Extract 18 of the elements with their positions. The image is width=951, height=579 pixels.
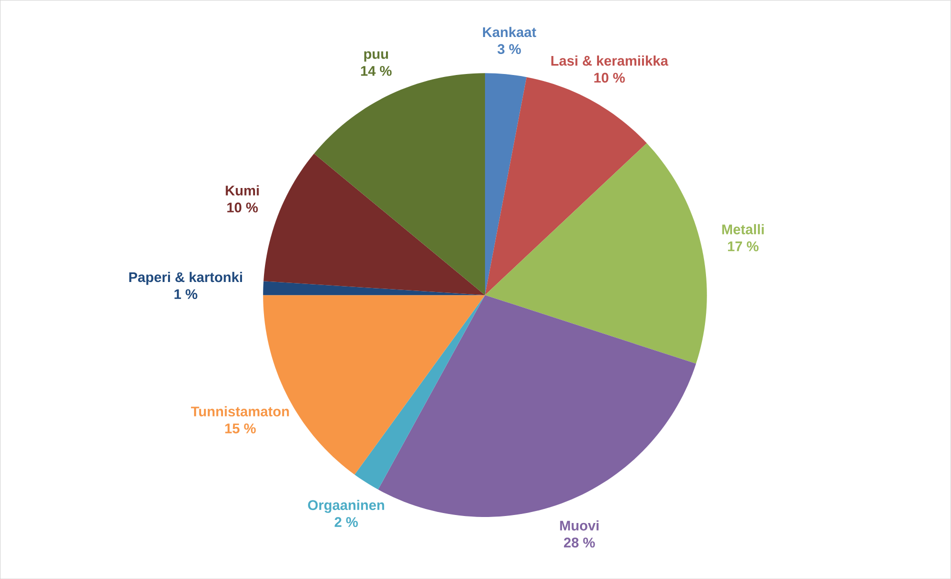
- data-label: 15 %: [225, 423, 256, 434]
- data-label: 10 %: [594, 72, 625, 83]
- data-label: 14 %: [361, 66, 392, 76]
- data-label: 3 %: [498, 44, 521, 54]
- slice-label: puu: [364, 51, 388, 62]
- slice-label: Kankaat: [483, 26, 536, 38]
- slice-label: Orgaaninen: [308, 500, 384, 513]
- data-label: 28 %: [564, 538, 595, 548]
- slice-label: Paperi & kartonki: [129, 272, 242, 285]
- slice-label: Muovi: [560, 520, 599, 530]
- slice-label: Lasi & keramiikka: [551, 55, 668, 66]
- data-label: 10 %: [227, 202, 258, 212]
- slice-label: Tunnistamaton: [190, 406, 289, 416]
- data-label: 1 %: [174, 289, 198, 299]
- data-label: 2 %: [334, 517, 358, 527]
- slice-label: Kumi: [226, 185, 259, 196]
- slice-label: Metalli: [722, 224, 764, 234]
- data-label: 17 %: [728, 241, 759, 252]
